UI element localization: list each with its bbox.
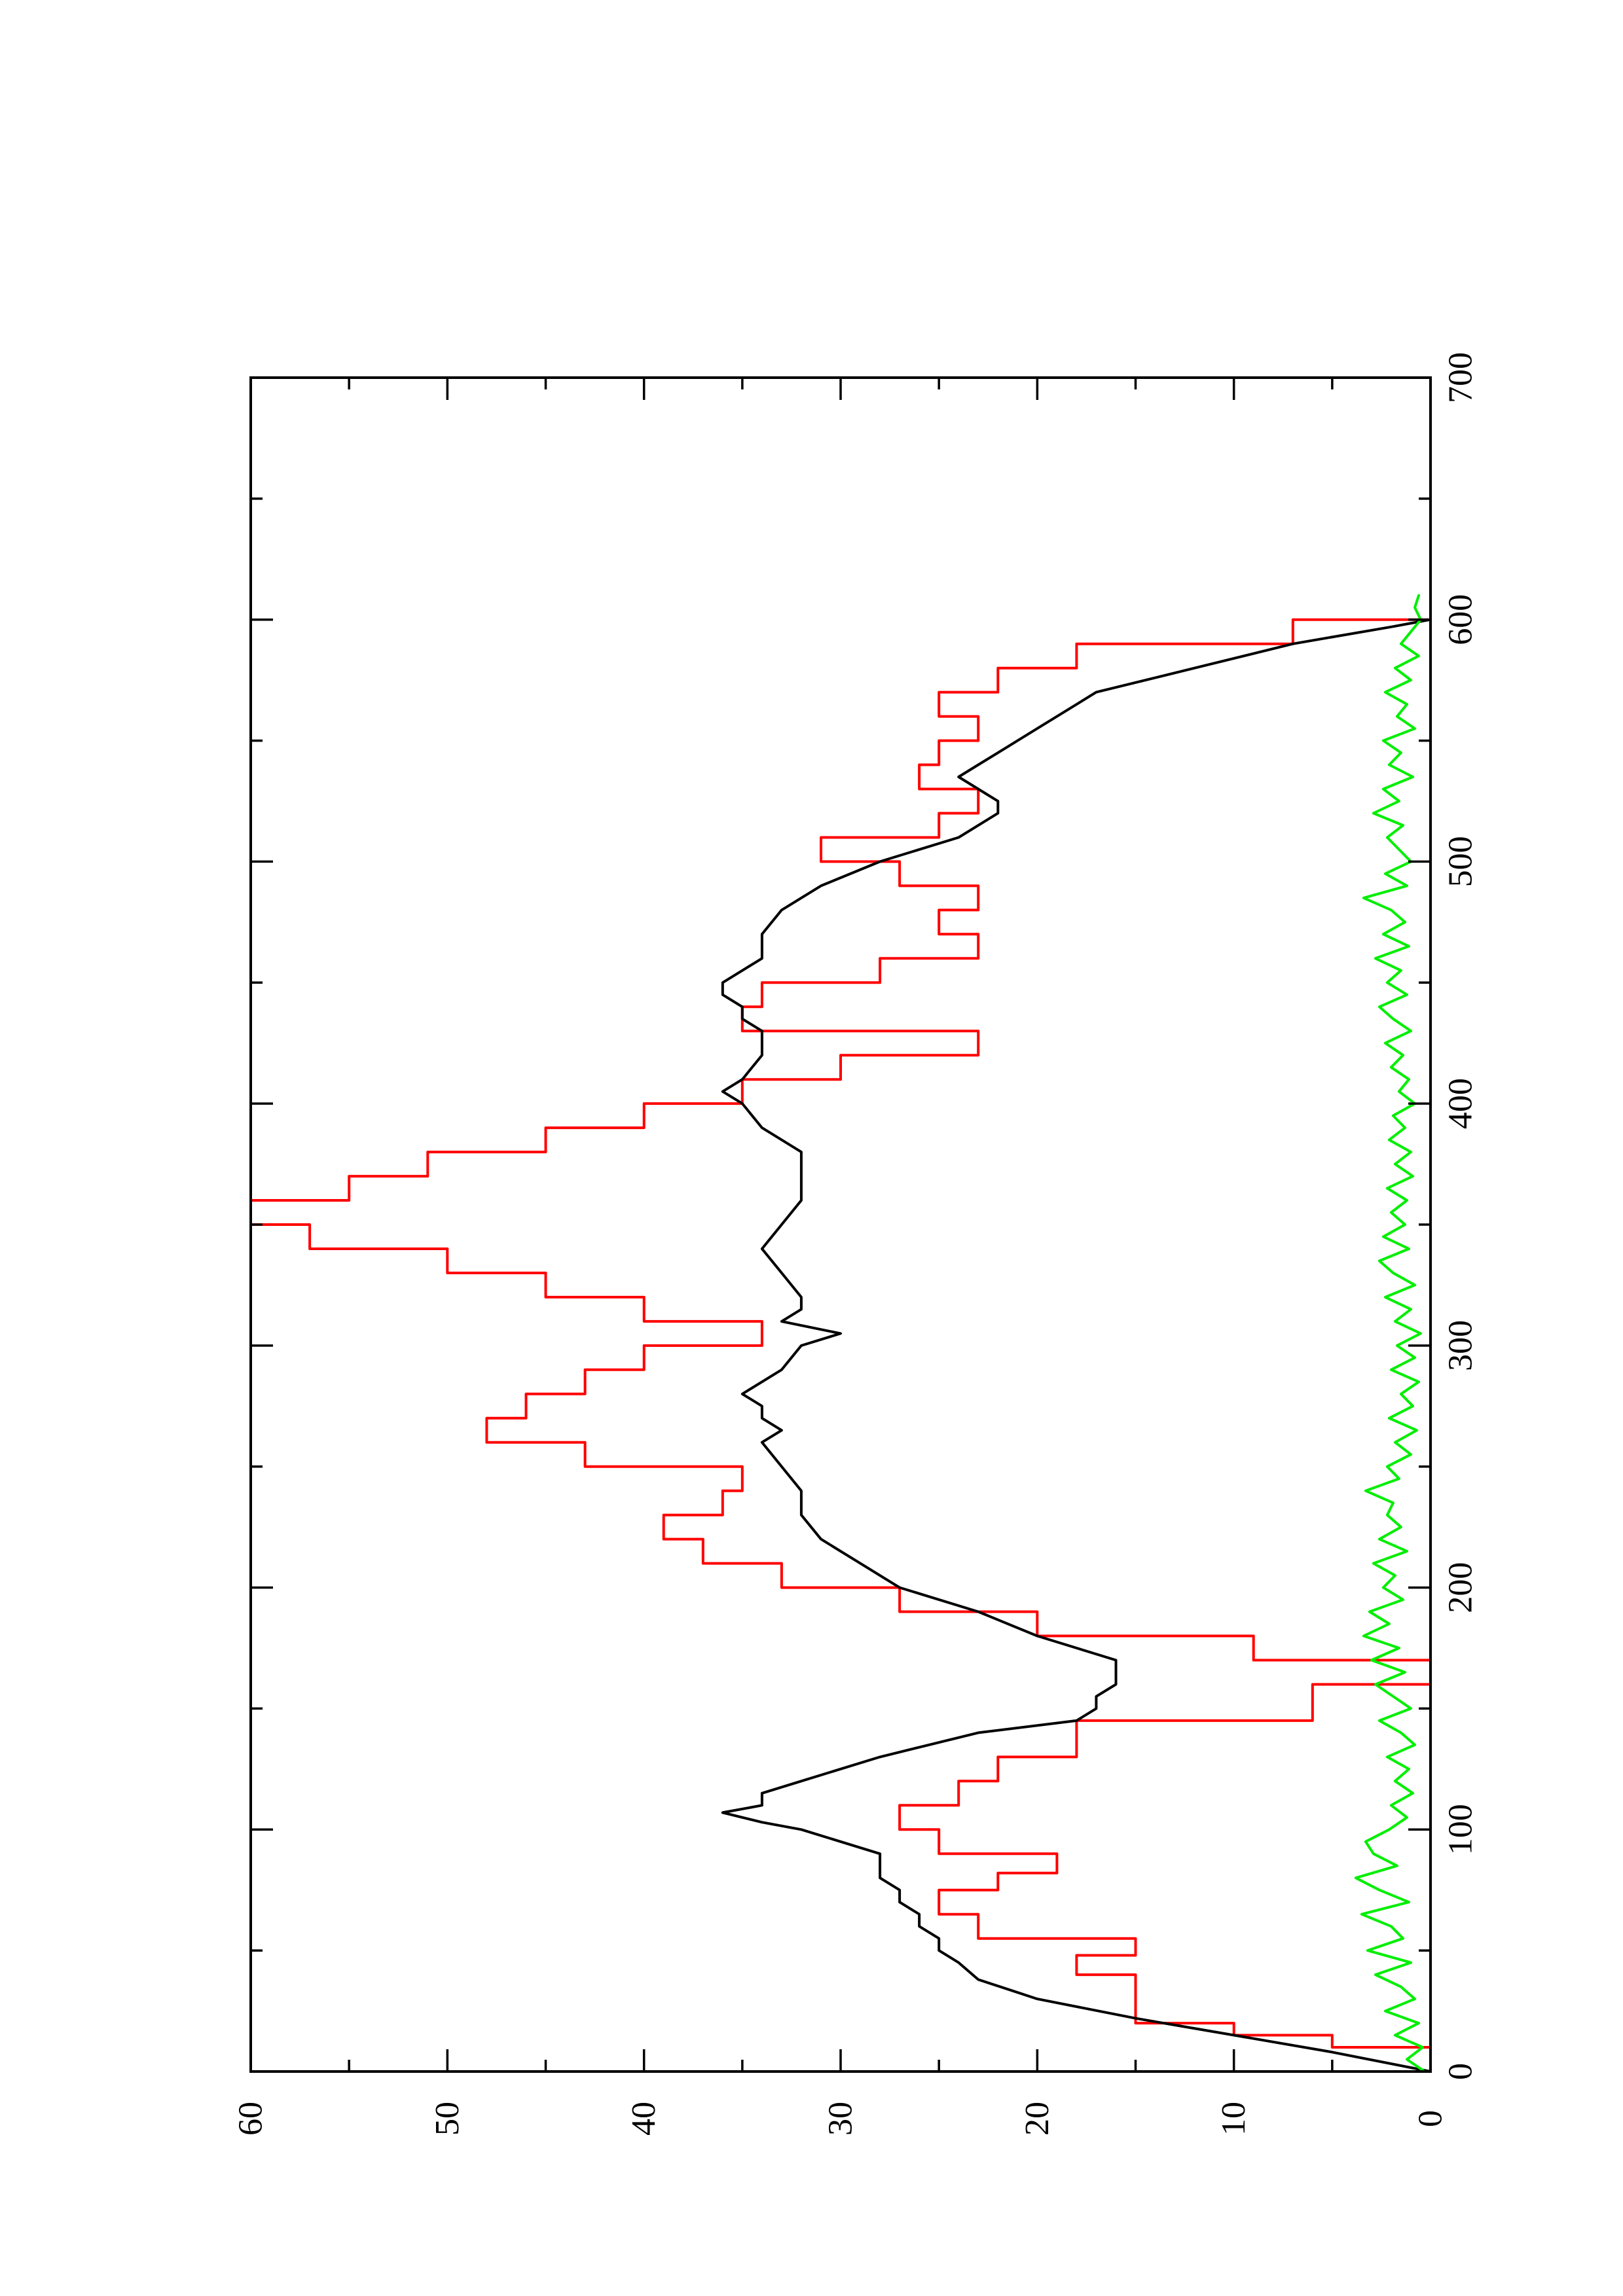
x-tick-label: 300 [1442, 1320, 1480, 1371]
x-tick-label: 400 [1442, 1078, 1480, 1129]
red-series-line [249, 618, 1432, 2073]
x-tick-label: 600 [1442, 594, 1480, 645]
green-series-line [1354, 594, 1426, 2073]
x-tick-label: 0 [1442, 2063, 1480, 2080]
x-tick-label: 100 [1442, 1804, 1480, 1855]
y-tick-label: 10 [1215, 2102, 1252, 2136]
tick-layer [249, 376, 1432, 2073]
x-tick-label: 500 [1442, 836, 1480, 887]
y-tick-label: 0 [1412, 2110, 1450, 2127]
x-tick-label: 200 [1442, 1562, 1480, 1613]
black-series-line [721, 618, 1432, 2073]
y-tick-label: 40 [625, 2102, 663, 2136]
y-tick-label: 60 [232, 2102, 270, 2136]
series-layer [249, 594, 1432, 2073]
tick-label-layer: 0 100 200 300 400 500 600 700 0 10 20 30 40 50 60 [232, 352, 1480, 2136]
plot-frame [249, 376, 1432, 2073]
y-tick-label: 50 [429, 2102, 466, 2136]
x-tick-label: 700 [1442, 352, 1480, 403]
y-tick-label: 30 [822, 2102, 860, 2136]
y-tick-label: 20 [1019, 2102, 1056, 2136]
